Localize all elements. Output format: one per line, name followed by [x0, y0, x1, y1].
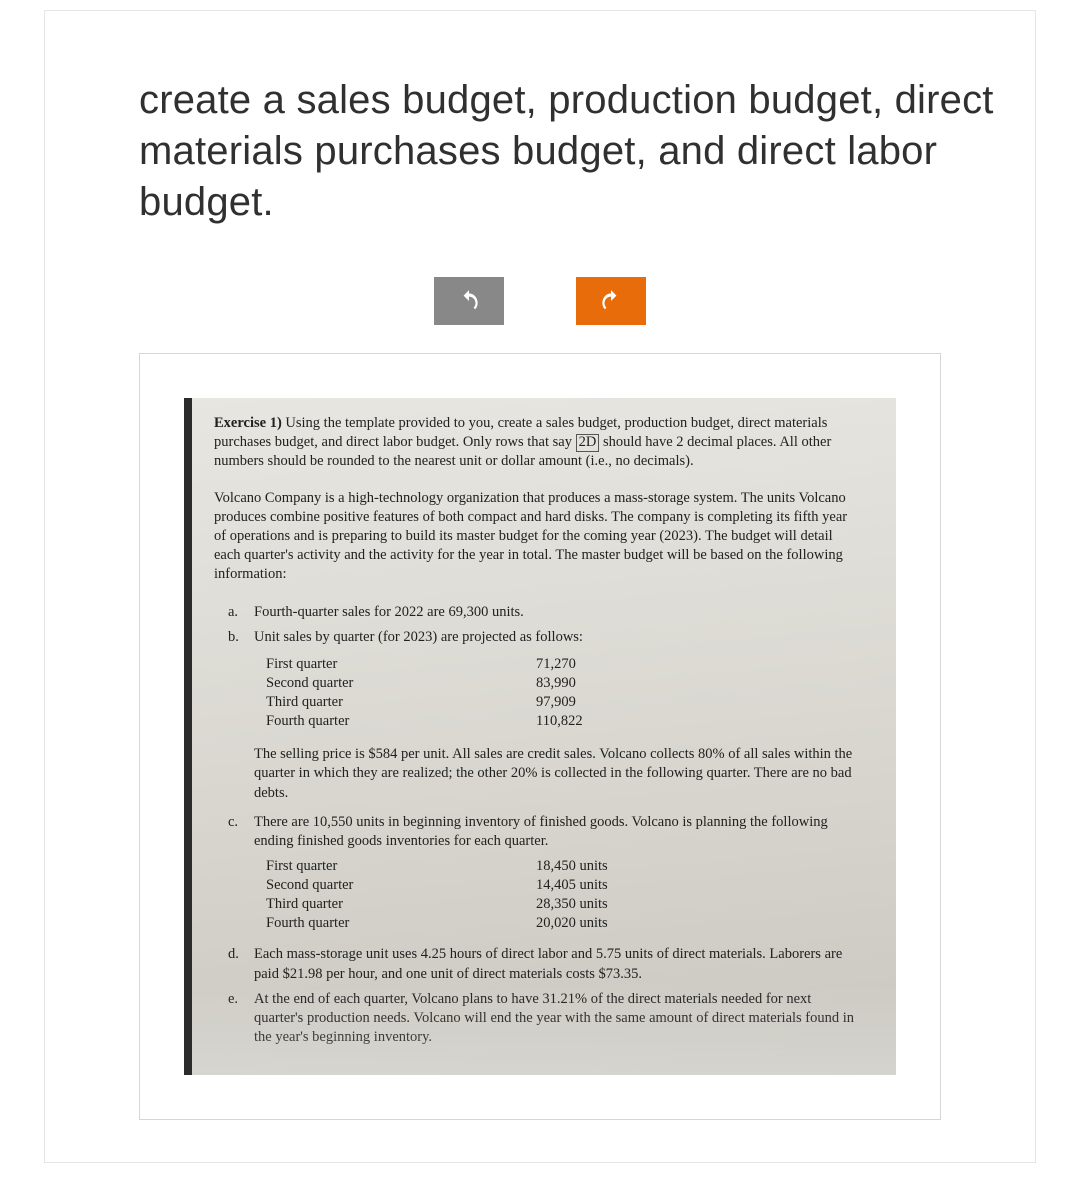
- list-item-e: e. At the end of each quarter, Volcano p…: [228, 990, 860, 1047]
- outer-content-frame: create a sales budget, production budget…: [44, 10, 1036, 1163]
- undo-button[interactable]: [434, 277, 504, 325]
- exercise-intro: Exercise 1) Using the template provided …: [214, 414, 860, 471]
- item-b-text: Unit sales by quarter (for 2023) are pro…: [254, 628, 860, 647]
- table-row: Third quarter 28,350 units: [266, 895, 860, 914]
- inventory-value: 28,350 units: [536, 895, 676, 914]
- company-description: Volcano Company is a high-technology org…: [214, 489, 860, 585]
- table-row: Second quarter 14,405 units: [266, 876, 860, 895]
- quarter-value: 97,909: [536, 693, 656, 712]
- item-c-text: There are 10,550 units in beginning inve…: [254, 813, 860, 851]
- quarter-label: Third quarter: [266, 895, 536, 914]
- boxed-2d-label: 2D: [576, 434, 600, 452]
- ending-inventory-table: First quarter 18,450 units Second quarte…: [266, 857, 860, 934]
- list-item-a: a. Fourth-quarter sales for 2022 are 69,…: [228, 603, 860, 622]
- list-item-c: c. There are 10,550 units in beginning i…: [228, 813, 860, 851]
- quarter-value: 71,270: [536, 655, 656, 674]
- table-row: Fourth quarter 110,822: [266, 712, 860, 731]
- embedded-document-frame: Exercise 1) Using the template provided …: [139, 353, 941, 1121]
- list-marker: d.: [228, 945, 254, 983]
- table-row: Second quarter 83,990: [266, 674, 860, 693]
- unit-sales-table: First quarter 71,270 Second quarter 83,9…: [266, 655, 860, 732]
- quarter-label: Second quarter: [266, 876, 536, 895]
- list-marker: e.: [228, 990, 254, 1047]
- quarter-label: Third quarter: [266, 693, 536, 712]
- redo-icon: [598, 288, 624, 314]
- quarter-label: Fourth quarter: [266, 712, 536, 731]
- quarter-value: 83,990: [536, 674, 656, 693]
- inventory-value: 18,450 units: [536, 857, 676, 876]
- undo-icon: [456, 288, 482, 314]
- table-row: Third quarter 97,909: [266, 693, 860, 712]
- quarter-label: Second quarter: [266, 674, 536, 693]
- item-a-text: Fourth-quarter sales for 2022 are 69,300…: [254, 603, 860, 622]
- list-item-b: b. Unit sales by quarter (for 2023) are …: [228, 628, 860, 647]
- table-row: Fourth quarter 20,020 units: [266, 914, 860, 933]
- inventory-value: 20,020 units: [536, 914, 676, 933]
- selling-price-paragraph: The selling price is $584 per unit. All …: [254, 745, 860, 802]
- list-item-d: d. Each mass-storage unit uses 4.25 hour…: [228, 945, 860, 983]
- page-title: create a sales budget, production budget…: [139, 75, 1035, 229]
- item-e-text: At the end of each quarter, Volcano plan…: [254, 990, 860, 1047]
- list-marker: a.: [228, 603, 254, 622]
- exercise-sheet: Exercise 1) Using the template provided …: [184, 398, 896, 1076]
- list-marker: b.: [228, 628, 254, 647]
- table-row: First quarter 18,450 units: [266, 857, 860, 876]
- list-marker: c.: [228, 813, 254, 851]
- quarter-label: First quarter: [266, 655, 536, 674]
- exercise-heading: Exercise 1): [214, 415, 282, 431]
- table-row: First quarter 71,270: [266, 655, 860, 674]
- inventory-value: 14,405 units: [536, 876, 676, 895]
- nav-button-row: [45, 277, 1035, 325]
- redo-button[interactable]: [576, 277, 646, 325]
- quarter-label: First quarter: [266, 857, 536, 876]
- quarter-value: 110,822: [536, 712, 656, 731]
- quarter-label: Fourth quarter: [266, 914, 536, 933]
- item-d-text: Each mass-storage unit uses 4.25 hours o…: [254, 945, 860, 983]
